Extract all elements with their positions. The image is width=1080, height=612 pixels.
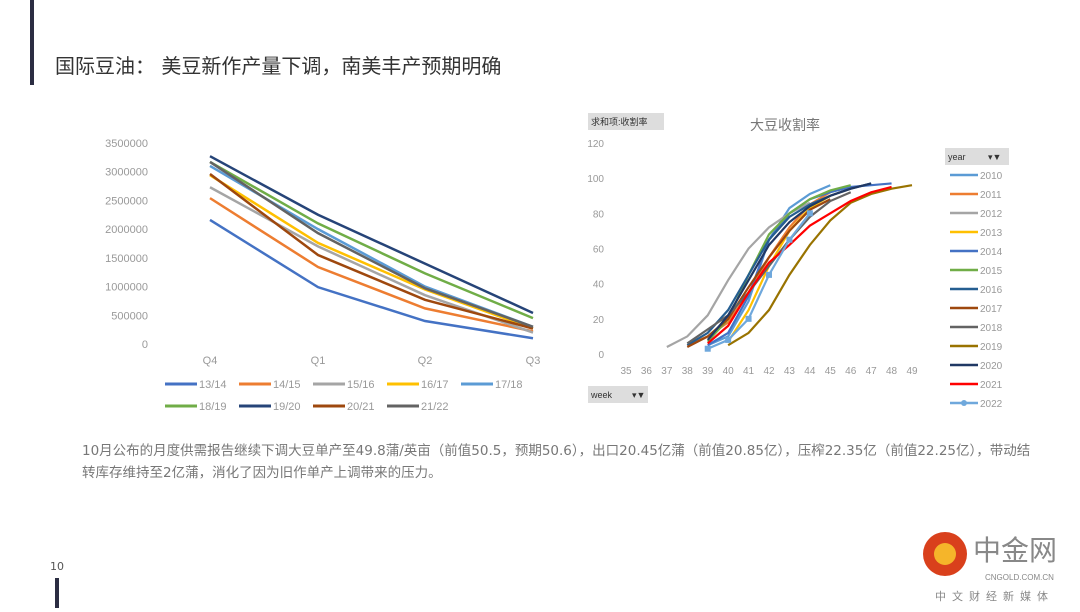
legend-label: 17/18 <box>495 379 523 391</box>
y-tick-label: 2000000 <box>105 224 148 236</box>
x-tick-label: Q4 <box>203 355 218 367</box>
accent-bar-bottom <box>55 578 59 608</box>
x-tick-label: 44 <box>804 366 816 377</box>
legend-label: 2020 <box>980 361 1003 372</box>
x-tick-label: 38 <box>682 366 694 377</box>
data-point <box>766 271 772 278</box>
legend-label: 13/14 <box>199 379 227 391</box>
week-filter-label: week <box>590 390 613 400</box>
filter-icon: ▾▼ <box>988 152 1001 162</box>
legend-label: 18/19 <box>199 401 227 413</box>
legend-label: 16/17 <box>421 379 449 391</box>
logo-text: 中金网 <box>973 535 1057 566</box>
legend-label: 2012 <box>980 209 1003 220</box>
field-button <box>588 113 664 130</box>
series-line-2017 <box>686 198 831 348</box>
legend-label: 2022 <box>980 399 1003 410</box>
series-line-2019 <box>727 184 913 347</box>
legend-label: 2011 <box>980 190 1002 201</box>
week-filter-button[interactable] <box>588 386 648 403</box>
legend-label: 2013 <box>980 228 1003 239</box>
series-line-21/22 <box>209 160 534 328</box>
legend-label: 2017 <box>980 304 1003 315</box>
y-tick-label: 0 <box>598 350 604 361</box>
series-line-16/17 <box>209 174 534 330</box>
x-tick-label: Q3 <box>526 355 541 367</box>
x-tick-label: Q2 <box>418 355 433 367</box>
filter-icon: ▾▼ <box>632 390 645 400</box>
legend-label: 2010 <box>980 171 1003 182</box>
x-tick-label: 43 <box>784 366 796 377</box>
x-tick-label: 40 <box>723 366 735 377</box>
y-tick-label: 0 <box>142 339 148 351</box>
legend-marker <box>961 400 967 406</box>
field-button-label: 求和项:收割率 <box>591 116 648 127</box>
legend-label: 15/16 <box>347 379 375 391</box>
data-point <box>725 336 732 343</box>
series-line-2022 <box>707 212 811 350</box>
series-line-2020 <box>706 182 872 341</box>
data-point <box>786 236 793 243</box>
page-title: 国际豆油： 美豆新作产量下调，南美丰产预期明确 <box>55 54 502 78</box>
y-tick-label: 40 <box>593 280 605 291</box>
y-tick-label: 60 <box>593 245 605 256</box>
legend-label: 14/15 <box>273 379 301 391</box>
y-tick-label: 500000 <box>111 310 148 322</box>
x-tick-label: 35 <box>620 366 632 377</box>
legend-label: 2018 <box>980 323 1003 334</box>
legend-label: 2015 <box>980 266 1003 277</box>
production-line-chart: 0 500000 1000000 1500000 2000000 2500000 30000… <box>105 138 541 413</box>
series-line-18/19 <box>209 160 534 320</box>
y-tick-label: 1500000 <box>105 253 148 265</box>
logo-sub: CNGOLD.COM.CN <box>985 573 1054 582</box>
x-tick-label: 36 <box>641 366 653 377</box>
y-tick-label: 2500000 <box>105 195 148 207</box>
harvest-rate-chart: 求和项:收割率 大豆收割率 0 20 40 60 80 100 120 35 36 37 38 39 40 4… <box>587 113 1009 410</box>
legend-label: 2016 <box>980 285 1003 296</box>
y-tick-label: 3000000 <box>105 167 148 179</box>
data-point <box>704 345 711 352</box>
series-line-14/15 <box>209 197 534 333</box>
x-tick-label: 41 <box>743 366 755 377</box>
y-tick-label: 1000000 <box>105 282 148 294</box>
y-tick-label: 3500000 <box>105 138 148 150</box>
logo-tagline: 中文财经新媒体 <box>935 589 1054 603</box>
y-tick-label: 120 <box>587 139 604 150</box>
legend-label: 2019 <box>980 342 1003 353</box>
legend-label: 2014 <box>980 247 1003 258</box>
x-tick-label: 37 <box>661 366 673 377</box>
data-point <box>806 210 813 217</box>
series-line-2018 <box>686 191 852 345</box>
series-line-20/21 <box>209 173 534 330</box>
data-point <box>745 315 752 322</box>
legend-label: 20/21 <box>347 401 375 413</box>
x-tick-label: 49 <box>906 366 918 377</box>
x-tick-label: 42 <box>763 366 775 377</box>
legend-label: 21/22 <box>421 401 449 413</box>
x-tick-label: 45 <box>825 366 837 377</box>
series-line-13/14 <box>209 218 534 340</box>
x-tick-label: 39 <box>702 366 714 377</box>
y-tick-label: 80 <box>593 209 605 220</box>
cngold-logo: 中金网 CNGOLD.COM.CN 中文财经新媒体 <box>915 530 1075 608</box>
accent-bar-top <box>30 0 34 85</box>
legend-label: 2021 <box>980 380 1003 391</box>
year-filter-label: year <box>948 152 966 162</box>
page-number: 10 <box>50 560 64 573</box>
legend-label: 19/20 <box>273 401 301 413</box>
y-tick-label: 100 <box>587 174 604 185</box>
x-tick-label: 48 <box>886 366 898 377</box>
x-tick-label: 47 <box>866 366 878 377</box>
chart-title: 大豆收割率 <box>750 117 820 133</box>
series-line-2021 <box>706 185 892 345</box>
x-tick-label: 46 <box>845 366 857 377</box>
year-filter-button[interactable] <box>945 148 1009 165</box>
x-tick-label: Q1 <box>311 355 326 367</box>
description-text: 10月公布的月度供需报告继续下调大豆单产至49.8蒲/英亩（前值50.5，预期5… <box>82 443 1031 481</box>
y-tick-label: 20 <box>593 315 605 326</box>
series-line-19/20 <box>209 155 534 315</box>
